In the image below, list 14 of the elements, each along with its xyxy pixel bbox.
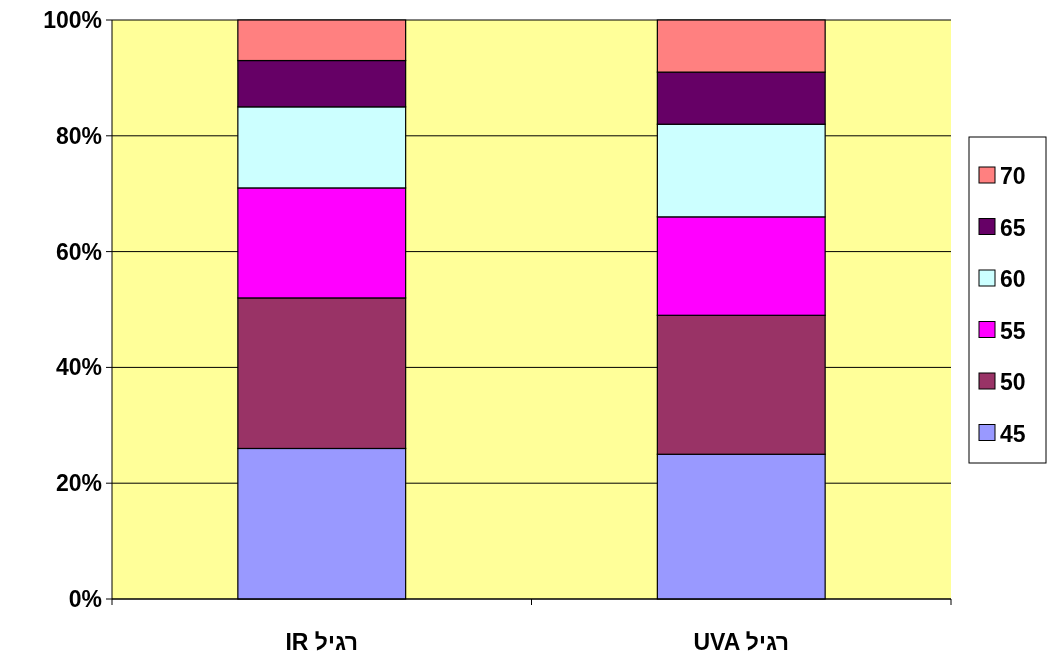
- legend-label: 65: [1000, 214, 1026, 241]
- legend-label: 50: [1000, 369, 1026, 395]
- x-tick-label: IR רגיל: [285, 629, 359, 655]
- y-tick-label: 100%: [43, 7, 102, 33]
- legend-label: 45: [1000, 420, 1026, 447]
- legend-label: 60: [1000, 266, 1026, 292]
- legend-label: 55: [1000, 317, 1026, 344]
- y-tick-label: 20%: [55, 470, 102, 497]
- y-tick-label: 40%: [55, 354, 102, 381]
- legend-label: 70: [1000, 163, 1026, 189]
- x-tick-label: UVA רגיל: [693, 629, 790, 655]
- y-tick-label: 60%: [55, 238, 102, 265]
- y-tick-label: 0%: [68, 586, 102, 612]
- y-tick-label: 80%: [55, 122, 102, 149]
